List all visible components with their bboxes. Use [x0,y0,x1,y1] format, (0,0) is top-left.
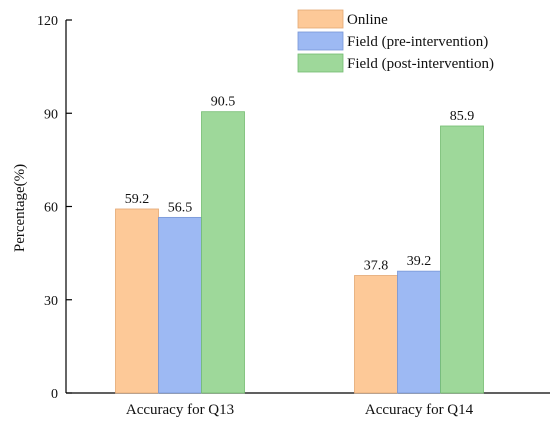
bar [158,216,202,394]
data-label: 59.2 [125,192,150,207]
y-tick-label: 0 [51,387,58,402]
bars [115,111,484,394]
bar [115,208,159,394]
data-label: 85.9 [450,109,475,124]
legend: Online Field (pre-intervention) Field (pos… [297,9,494,73]
y-tick-label: 60 [44,201,58,216]
data-label: 56.5 [168,200,193,215]
data-label: 37.8 [364,259,389,274]
data-labels: 59.2 56.5 90.5 37.8 39.2 85.9 [125,95,475,274]
bar [397,270,441,394]
axes: 0 30 60 90 120 Accuracy for Q13 Accuracy for Q… [37,14,550,418]
legend-swatch [297,53,344,73]
y-tick-label: 30 [44,294,58,309]
x-tick-label: Accuracy for Q14 [365,402,474,418]
bar [354,275,398,394]
legend-swatch [297,31,344,51]
legend-label: Field (post-intervention) [347,56,494,72]
bar [201,111,245,394]
data-label: 39.2 [407,254,432,269]
y-tick-label: 120 [37,14,58,29]
x-tick-label: Accuracy for Q13 [126,402,234,418]
legend-label: Online [347,12,388,28]
data-label: 90.5 [211,95,236,110]
legend-label: Field (pre-intervention) [347,34,488,50]
legend-swatch [297,9,344,29]
y-tick-label: 90 [44,107,58,122]
y-axis-title: Percentage(%) [12,164,28,252]
bar [440,125,484,394]
